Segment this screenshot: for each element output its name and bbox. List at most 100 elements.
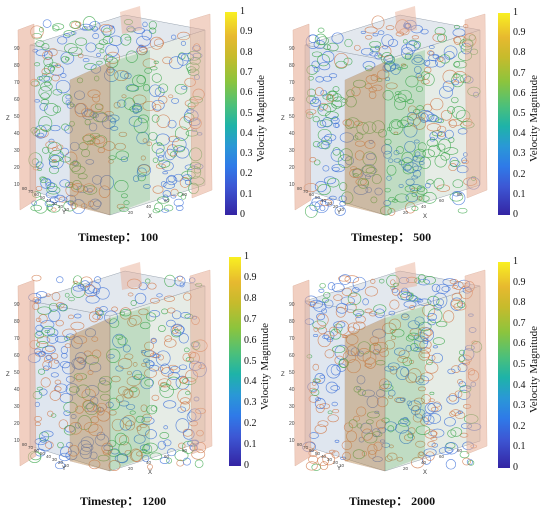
vortex-structure	[36, 386, 44, 391]
vortex-structure	[148, 131, 158, 141]
vortex-structure	[182, 457, 191, 466]
vortex-structure	[75, 37, 88, 46]
vortex-structure	[114, 142, 126, 151]
vortex-structure	[59, 179, 71, 188]
vortex-structure	[172, 137, 187, 152]
vortex-structure	[122, 344, 131, 353]
vortex-structure	[405, 372, 418, 384]
vortex-structure	[364, 83, 373, 90]
vortex-structure	[46, 185, 61, 195]
vortex-structure	[49, 125, 61, 132]
vortex-structure	[42, 19, 52, 28]
vortex-structure	[137, 114, 149, 124]
vortex-structure	[395, 422, 409, 434]
vortex-structure	[453, 281, 464, 290]
vortex-structure	[84, 63, 97, 70]
vortex-structure	[118, 441, 132, 456]
vortex-structure	[46, 204, 53, 211]
vortex-structure	[55, 79, 71, 94]
axis-tick-label: 70	[289, 336, 295, 342]
vortex-structure	[311, 51, 323, 58]
vortex-structure	[142, 138, 148, 143]
vortex-structure	[446, 395, 460, 405]
vortex-structure	[40, 320, 55, 330]
vortex-structure	[422, 303, 436, 317]
colorbar-tick-label: 0.5	[240, 107, 253, 119]
vortex-structure	[58, 196, 68, 203]
vortex-structure	[316, 313, 326, 321]
vortex-structure	[157, 196, 170, 204]
vortex-structure	[442, 80, 455, 92]
vortex-structure	[51, 74, 60, 82]
vortex-structure	[169, 365, 181, 374]
colorbar-tick-label: 0.6	[240, 87, 253, 99]
vortex-structure	[312, 363, 320, 371]
vortex-structure	[431, 283, 441, 293]
axis-tick-label: 50	[14, 114, 20, 120]
vortex-structure	[317, 326, 328, 335]
vortex-structure	[339, 201, 347, 207]
vortex-structure	[83, 183, 95, 193]
colorbar-tick-label: 0.8	[513, 47, 526, 59]
vortex-structure	[81, 443, 94, 452]
vortex-structure	[325, 381, 339, 394]
vortex-structure	[415, 440, 426, 448]
vortex-structure	[338, 357, 349, 368]
vortex-structure	[166, 319, 176, 328]
vortex-structure	[63, 33, 71, 39]
vortex-structure	[371, 84, 383, 92]
vortex-structure	[83, 133, 96, 146]
vortex-structure	[388, 119, 404, 136]
vortex-structure	[73, 313, 82, 319]
colorbar-title: Velocity Magnitude	[528, 74, 540, 162]
axis-tick-label: 60	[439, 454, 445, 459]
vortex-structure	[314, 87, 324, 97]
vortex-structure	[63, 200, 76, 212]
vortex-structure	[162, 56, 173, 65]
colorbar-tick-label: 0.1	[240, 188, 253, 200]
vortex-structure	[137, 173, 146, 182]
vortex-structure	[87, 89, 101, 99]
vortex-structure	[168, 94, 174, 99]
vortex-structure	[94, 434, 110, 447]
vortex-structure	[452, 179, 464, 189]
axis-tick-label: 20	[403, 466, 409, 471]
vortex-structure	[160, 181, 167, 187]
vortex-structure	[448, 118, 463, 127]
vortex-structure	[170, 34, 177, 40]
vortex-structure	[101, 442, 113, 454]
vortex-structure	[108, 460, 121, 471]
vortex-structure	[413, 347, 422, 352]
vortex-structure	[85, 295, 100, 304]
timestep-label: Timestep： 1200	[80, 494, 167, 508]
vortex-structure	[158, 83, 169, 93]
vortex-structure	[325, 111, 339, 119]
colorbar-tick-label: 1	[240, 6, 245, 17]
vortex-structure	[57, 144, 64, 150]
vortex-structure	[420, 111, 435, 122]
vortex-structure	[179, 282, 185, 288]
vortex-structure	[159, 384, 174, 398]
axis-tick-label: 10	[289, 182, 295, 188]
vortex-structure	[104, 68, 119, 82]
vortex-structure	[38, 388, 48, 396]
vortex-structure	[55, 335, 68, 343]
vortex-structure	[313, 326, 319, 332]
vortex-structure	[318, 106, 324, 112]
axis-tick-label: 60	[289, 97, 295, 103]
axis-tick-label: 80	[14, 63, 20, 69]
axis-label-y: Y	[337, 466, 341, 472]
vortex-structure	[44, 329, 50, 333]
vortex-structure	[39, 176, 46, 181]
vortex-structure	[38, 27, 44, 33]
vortex-structure	[362, 298, 369, 306]
axis-tick-label: 20	[128, 210, 134, 215]
vortex-structure	[411, 192, 417, 197]
vortex-structure	[430, 428, 445, 438]
colorbar-tick-label: 0.4	[240, 127, 253, 139]
vortex-structure	[365, 167, 378, 174]
vortex-structure	[330, 149, 345, 162]
vortex-structure	[136, 75, 146, 85]
axis-label-z: Z	[281, 372, 285, 378]
vortex-structure	[88, 423, 103, 437]
